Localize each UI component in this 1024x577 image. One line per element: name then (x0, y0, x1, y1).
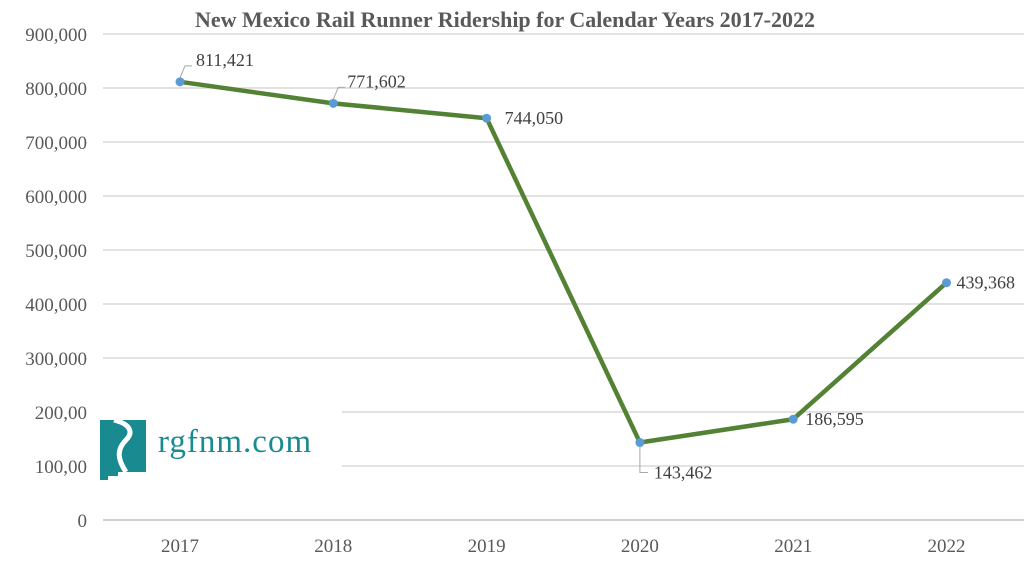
data-label: 439,368 (957, 273, 1016, 293)
data-label: 186,595 (805, 409, 864, 429)
y-tick-label: 600,000 (25, 187, 87, 208)
y-tick-label: 400,000 (25, 295, 87, 316)
logo-text: rgfnm.com (158, 424, 313, 460)
y-tick-label: 500,000 (25, 241, 87, 262)
x-tick-label: 2019 (468, 536, 506, 557)
data-point (328, 98, 338, 108)
x-tick-label: 2017 (161, 536, 199, 557)
leader-line (179, 65, 192, 79)
y-tick-label: 800,000 (25, 79, 87, 100)
rgfnm-logo: rgfnm.com (92, 410, 342, 486)
chart-title: New Mexico Rail Runner Ridership for Cal… (195, 7, 815, 32)
data-point (788, 414, 798, 424)
data-label: 744,050 (505, 108, 563, 128)
x-tick-label: 2020 (621, 536, 659, 557)
x-tick-label: 2022 (928, 536, 966, 557)
data-label: 771,602 (347, 71, 406, 91)
data-point (635, 438, 645, 448)
data-point (942, 278, 951, 288)
x-tick-label: 2021 (774, 536, 812, 557)
y-tick-label: 300,000 (25, 349, 87, 370)
series-line (179, 79, 948, 445)
data-point (482, 113, 492, 123)
data-label: 811,421 (196, 50, 254, 70)
leader-line (639, 446, 648, 474)
data-label: 143,462 (654, 463, 713, 483)
y-tick-label: 900,000 (25, 25, 87, 46)
y-tick-label: 700,000 (25, 133, 87, 154)
new-mexico-river-icon (100, 417, 146, 480)
data-point (175, 77, 185, 87)
y-tick-label: 100,00 (35, 457, 87, 478)
y-tick-label: 200,00 (35, 403, 87, 424)
leader-line (332, 86, 346, 100)
y-tick-label: 0 (78, 511, 88, 532)
x-tick-label: 2018 (314, 536, 352, 557)
